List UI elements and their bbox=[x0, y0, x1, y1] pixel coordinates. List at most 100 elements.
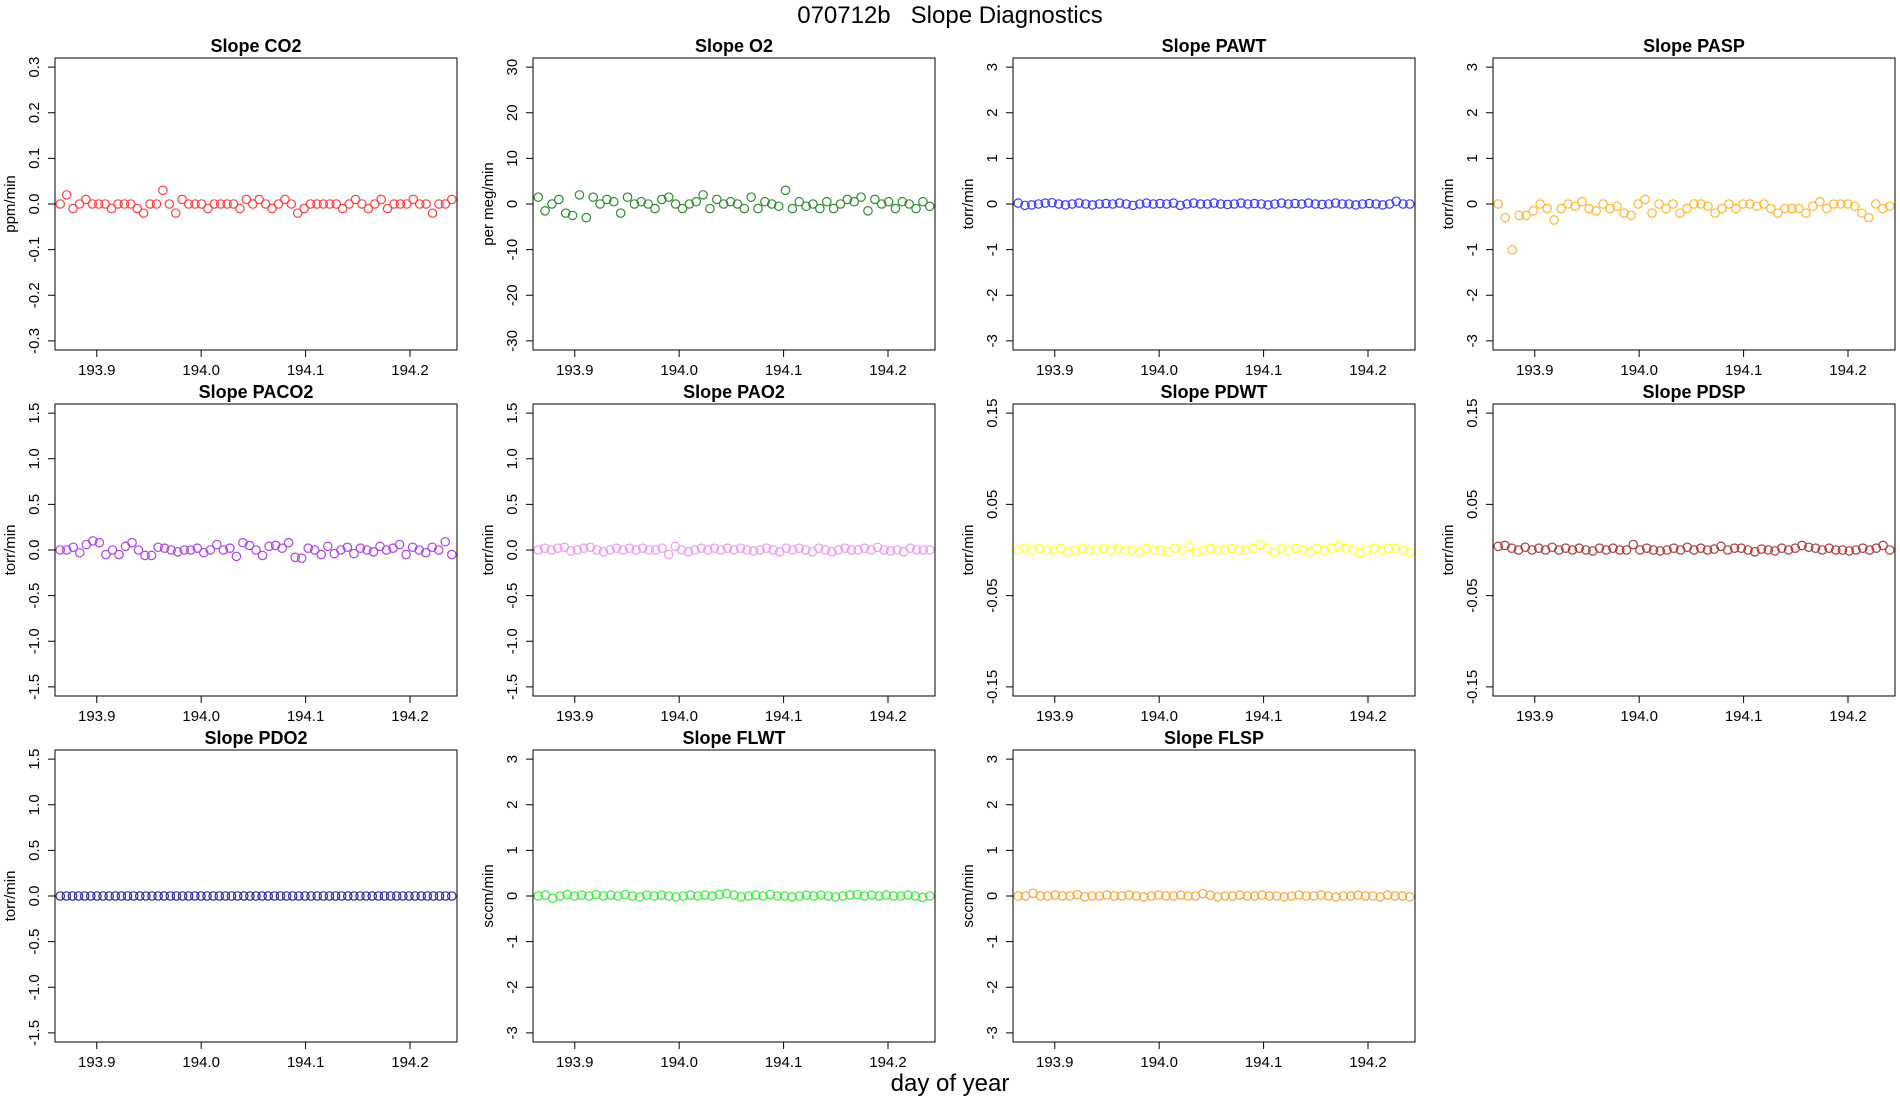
data-point bbox=[849, 196, 860, 207]
data-point bbox=[1042, 891, 1053, 901]
data-point bbox=[422, 891, 433, 901]
data-point bbox=[1310, 199, 1321, 209]
data-point bbox=[760, 196, 770, 207]
data-point bbox=[1527, 545, 1537, 555]
data-point bbox=[1377, 200, 1388, 210]
data-point bbox=[765, 889, 776, 900]
data-point bbox=[1382, 890, 1393, 900]
data-point bbox=[281, 891, 292, 901]
y-tick-label: 0.05 bbox=[1464, 490, 1481, 519]
data-point bbox=[1234, 545, 1244, 555]
data-point bbox=[367, 891, 378, 901]
data-point bbox=[309, 545, 320, 555]
data-point bbox=[1736, 543, 1747, 553]
x-tick-label: 194.0 bbox=[660, 1054, 698, 1071]
data-point bbox=[892, 545, 902, 555]
y-axis-label: torr/min bbox=[960, 525, 977, 576]
data-point bbox=[1836, 199, 1846, 209]
data-point bbox=[318, 891, 329, 901]
data-point bbox=[395, 199, 406, 209]
data-point bbox=[402, 199, 412, 209]
data-point bbox=[344, 199, 354, 209]
y-tick-label: -1 bbox=[1464, 243, 1481, 256]
y-tick-label: -1.0 bbox=[504, 628, 521, 654]
data-point bbox=[816, 890, 826, 900]
data-point bbox=[1500, 540, 1510, 551]
data-point bbox=[1628, 539, 1639, 550]
y-tick-label: 0 bbox=[1464, 200, 1481, 208]
data-point bbox=[1743, 545, 1753, 555]
panel-title: Slope CO2 bbox=[210, 36, 301, 56]
data-point bbox=[146, 550, 157, 561]
data-point bbox=[1803, 542, 1814, 553]
data-point bbox=[104, 891, 114, 901]
data-point bbox=[183, 199, 194, 209]
data-point bbox=[434, 891, 445, 901]
data-point bbox=[1168, 891, 1179, 901]
data-point bbox=[1535, 199, 1545, 209]
data-point bbox=[683, 547, 694, 557]
data-point bbox=[540, 206, 550, 216]
data-point bbox=[1884, 201, 1895, 212]
data-point bbox=[100, 199, 110, 209]
data-point bbox=[758, 891, 768, 901]
data-point bbox=[147, 891, 157, 901]
data-point bbox=[1655, 546, 1666, 556]
x-tick-label: 194.2 bbox=[391, 1054, 429, 1071]
y-tick-label: -20 bbox=[504, 284, 521, 306]
data-point bbox=[859, 891, 870, 901]
y-axis-label: torr/min bbox=[1440, 179, 1457, 230]
data-point bbox=[591, 889, 602, 900]
data-point bbox=[1098, 543, 1109, 553]
data-point bbox=[1094, 199, 1105, 209]
data-point bbox=[566, 546, 576, 556]
data-point bbox=[1264, 891, 1275, 901]
data-point bbox=[622, 192, 633, 202]
data-point bbox=[911, 545, 922, 555]
data-point bbox=[1857, 543, 1868, 553]
data-point bbox=[1542, 203, 1552, 214]
data-point bbox=[140, 550, 150, 561]
data-point bbox=[1074, 198, 1084, 208]
data-point bbox=[1161, 199, 1172, 209]
data-point bbox=[1563, 199, 1573, 209]
data-point bbox=[787, 892, 797, 902]
panel-slope-pasp: Slope PASP 193.9 194.0 194.1 194.2 -3 -2 -1 0 1 2 3… bbox=[1440, 36, 1896, 379]
data-point bbox=[1195, 199, 1206, 209]
data-point bbox=[1141, 198, 1152, 208]
data-point bbox=[1337, 199, 1348, 209]
data-point bbox=[373, 891, 384, 901]
data-point bbox=[801, 890, 812, 900]
y-tick-label: 1.5 bbox=[504, 403, 521, 424]
panel-title: Slope FLWT bbox=[683, 728, 786, 748]
data-point bbox=[414, 545, 424, 555]
y-tick-label: 0.0 bbox=[26, 886, 43, 907]
panel-slope-flsp: Slope FLSP 193.9 194.0 194.1 194.2 -3 -2 -1 0 1 2 3… bbox=[960, 728, 1416, 1071]
data-point bbox=[1249, 198, 1260, 209]
data-point bbox=[1333, 541, 1344, 552]
panel-title: Slope PAO2 bbox=[683, 382, 785, 402]
y-tick-label: -2 bbox=[984, 289, 1001, 302]
data-point bbox=[794, 543, 805, 553]
data-point bbox=[637, 543, 648, 553]
data-point bbox=[1870, 199, 1881, 209]
data-point bbox=[872, 542, 883, 553]
data-point bbox=[1635, 545, 1645, 555]
figure-x-axis-label: day of year bbox=[890, 1070, 1010, 1097]
data-point bbox=[361, 891, 371, 901]
data-point bbox=[1226, 543, 1237, 553]
x-tick-label: 194.0 bbox=[660, 362, 698, 379]
data-point bbox=[296, 553, 307, 564]
data-point bbox=[766, 199, 777, 209]
y-tick-label: -0.05 bbox=[1464, 579, 1481, 613]
data-point bbox=[905, 543, 916, 553]
data-point bbox=[1034, 543, 1045, 553]
x-tick-label: 194.2 bbox=[869, 1054, 907, 1071]
y-axis-label: sccm/min bbox=[960, 864, 977, 927]
x-tick-label: 193.9 bbox=[1036, 1054, 1074, 1071]
data-point bbox=[703, 545, 713, 555]
y-tick-label: -1.5 bbox=[26, 1020, 43, 1046]
y-tick-label: 2 bbox=[984, 109, 1001, 117]
y-tick-label: -2 bbox=[984, 981, 1001, 994]
data-point bbox=[407, 542, 418, 553]
